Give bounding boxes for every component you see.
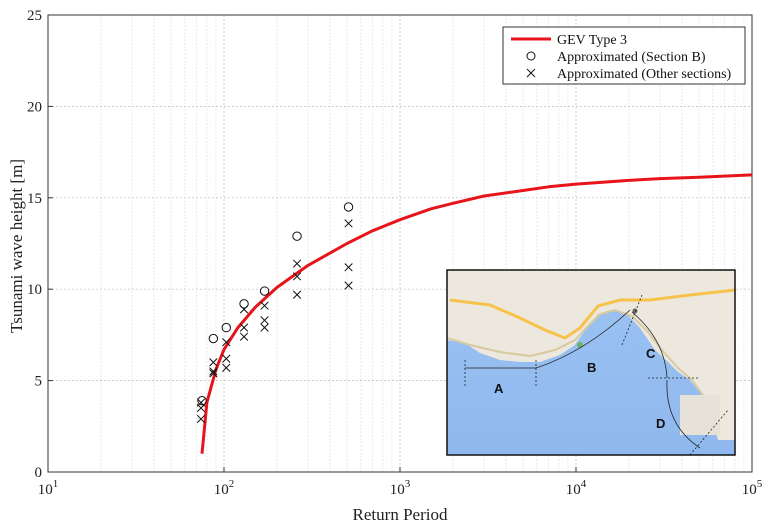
data-point-other-sections xyxy=(239,332,249,341)
data-point-section-b xyxy=(343,202,354,212)
x-marker-stroke xyxy=(196,414,206,424)
x-marker-stroke xyxy=(260,316,269,325)
legend-label-section-b: Approximated (Section B) xyxy=(557,50,706,65)
inset-map: A B C D xyxy=(446,269,736,456)
data-point-other-sections xyxy=(209,358,218,367)
x-marker-stroke xyxy=(209,358,218,367)
data-point-other-sections xyxy=(222,338,231,347)
data-point-other-sections xyxy=(239,305,249,314)
data-point-section-b xyxy=(259,286,270,296)
legend-box xyxy=(502,26,746,85)
data-point-section-b xyxy=(221,322,231,333)
x-tick-label: 101 xyxy=(38,478,59,498)
map-coastline xyxy=(447,308,715,423)
data-point-other-sections xyxy=(222,354,231,363)
map-land xyxy=(447,270,735,440)
y-tick-label: 25 xyxy=(27,8,42,24)
map-label-b: B xyxy=(587,360,596,375)
map-section-d-arrow xyxy=(666,379,701,449)
y-tick-label: 0 xyxy=(35,465,43,481)
legend-label-other: Approximated (Other sections) xyxy=(557,67,732,82)
data-point-other-sections xyxy=(292,290,302,299)
data-point-other-sections xyxy=(209,369,218,378)
x-marker-stroke xyxy=(344,281,353,290)
data-point-other-sections xyxy=(222,363,231,372)
legend-label-gev: GEV Type 3 xyxy=(557,33,627,48)
x-marker-stroke xyxy=(209,369,218,378)
series-line-gev xyxy=(200,173,753,454)
x-marker-stroke xyxy=(239,305,249,314)
data-point-other-sections xyxy=(344,263,353,272)
x-marker-stroke xyxy=(222,363,231,372)
map-port xyxy=(680,395,720,435)
data-point-other-sections xyxy=(292,272,302,281)
data-point-other-sections xyxy=(209,367,218,376)
map-label-d: D xyxy=(656,416,665,431)
inset-map-border xyxy=(446,269,736,456)
y-tick-label: 15 xyxy=(27,191,42,207)
x-marker-stroke xyxy=(209,367,218,376)
data-point-other-sections xyxy=(196,403,206,413)
y-axis-label: Tsunami wave height [m] xyxy=(7,159,26,333)
map-section-b-arrow xyxy=(535,309,631,369)
data-point-section-b xyxy=(239,299,249,309)
x-marker-stroke xyxy=(222,338,231,347)
legend-swatch-section-b xyxy=(526,51,536,61)
data-point-section-b xyxy=(292,231,302,241)
data-point-other-sections xyxy=(292,259,302,268)
data-point-other-sections xyxy=(344,281,353,290)
data-point-other-sections xyxy=(260,323,269,332)
x-marker-stroke xyxy=(239,323,249,332)
map-poi-marker xyxy=(632,308,638,314)
series-layer xyxy=(196,173,753,454)
data-point-section-b xyxy=(208,333,219,344)
x-tick-label: 104 xyxy=(566,478,587,498)
x-marker-stroke xyxy=(260,323,269,332)
x-tick-label: 105 xyxy=(742,478,763,498)
x-marker-stroke xyxy=(344,263,353,272)
x-tick-label: 102 xyxy=(214,478,235,498)
data-point-other-sections xyxy=(260,316,269,325)
x-tick-label: 103 xyxy=(390,478,411,498)
data-point-section-b xyxy=(197,396,207,406)
y-tick-label: 20 xyxy=(27,99,42,115)
y-tick-label: 10 xyxy=(27,282,42,298)
x-axis-label: Return Period xyxy=(353,505,448,524)
legend: GEV Type 3 Approximated (Section B) Appr… xyxy=(502,26,746,85)
legend-swatch-other xyxy=(526,68,536,78)
map-road xyxy=(449,288,735,340)
map-label-a: A xyxy=(494,381,504,396)
x-marker-stroke xyxy=(222,354,231,363)
x-marker-stroke xyxy=(344,219,353,228)
map-park-marker xyxy=(577,342,583,348)
map-section-c-arrow xyxy=(631,311,668,379)
x-marker-stroke xyxy=(292,272,302,281)
x-marker-stroke xyxy=(196,403,206,413)
x-marker-stroke xyxy=(239,332,249,341)
ticks: 0 5 10 15 20 25 101 102 103 104 105 xyxy=(27,8,763,498)
data-point-other-sections xyxy=(260,301,269,310)
map-label-c: C xyxy=(646,346,656,361)
data-point-other-sections xyxy=(344,219,353,228)
x-marker-stroke xyxy=(292,290,302,299)
x-marker-stroke xyxy=(260,301,269,310)
x-marker-stroke xyxy=(292,259,302,268)
y-tick-label: 5 xyxy=(35,374,43,390)
data-point-other-sections xyxy=(239,323,249,332)
data-point-other-sections xyxy=(196,414,206,424)
